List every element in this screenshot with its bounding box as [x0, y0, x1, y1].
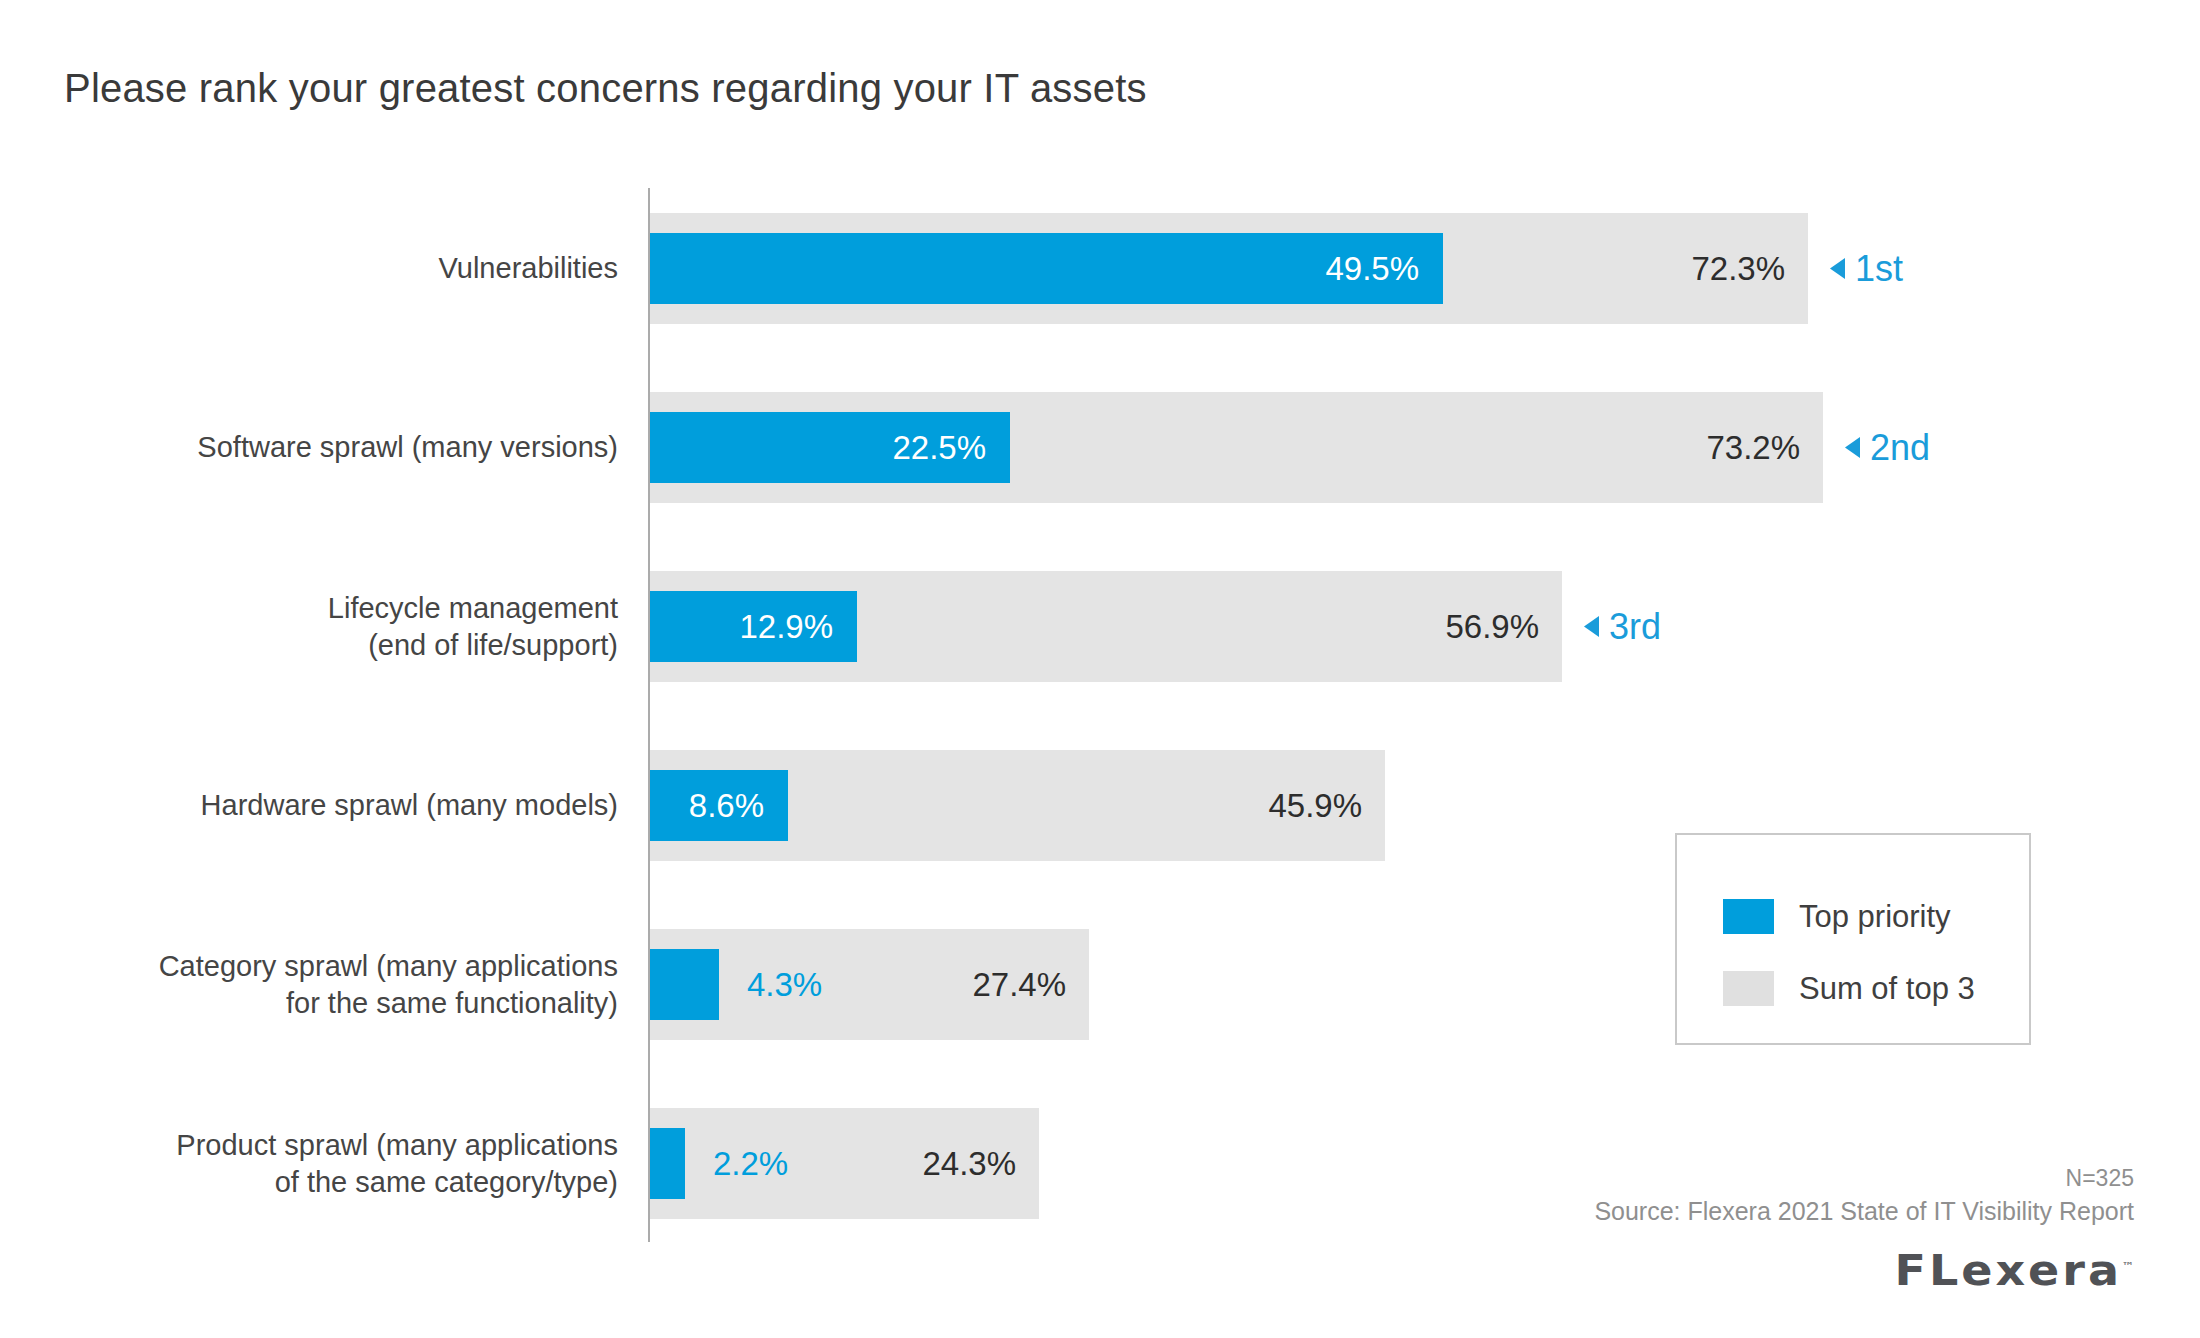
category-label: Product sprawl (many applicationsof the …	[0, 1108, 618, 1219]
category-label: Lifecycle management(end of life/support…	[0, 571, 618, 682]
category-label-line: Lifecycle management	[328, 590, 618, 627]
flexera-logo-text: FLexera	[1894, 1245, 2122, 1295]
category-label-line: Hardware sprawl (many models)	[201, 787, 618, 824]
top-priority-bar	[650, 949, 719, 1020]
category-label-line: of the same category/type)	[275, 1164, 618, 1201]
category-label: Category sprawl (many applicationsfor th…	[0, 929, 618, 1040]
category-label-line: Vulnerabilities	[439, 250, 618, 287]
sum-top3-value: 73.2%	[1706, 392, 1800, 503]
category-label: Software sprawl (many versions)	[0, 392, 618, 503]
rank-label: 3rd	[1584, 571, 1661, 682]
top-priority-bar: 22.5%	[650, 412, 1010, 483]
sample-size-note: N=325	[2066, 1165, 2134, 1192]
y-axis-line	[648, 188, 650, 1242]
category-label: Vulnerabilities	[0, 213, 618, 324]
chart-figure: Please rank your greatest concerns regar…	[0, 0, 2200, 1338]
rank-arrow-icon	[1830, 258, 1845, 279]
rank-label: 1st	[1830, 213, 1903, 324]
category-label: Hardware sprawl (many models)	[0, 750, 618, 861]
legend-swatch-sum-top3	[1723, 971, 1774, 1006]
rank-text: 1st	[1855, 248, 1903, 290]
legend-label: Sum of top 3	[1799, 971, 1975, 1007]
bar-row: Software sprawl (many versions) 73.2% 22…	[0, 392, 2200, 503]
trademark-mark: ™	[2122, 1260, 2134, 1273]
sum-top3-value: 56.9%	[1445, 571, 1539, 682]
top-priority-value: 49.5%	[1325, 233, 1419, 304]
legend-item-sum-top3: Sum of top 3	[1723, 971, 1975, 1006]
top-priority-value: 4.3%	[747, 949, 822, 1020]
legend-item-top-priority: Top priority	[1723, 899, 1951, 934]
top-priority-bar: 12.9%	[650, 591, 857, 662]
sum-top3-value: 27.4%	[972, 929, 1066, 1040]
category-label-line: (end of life/support)	[368, 627, 618, 664]
chart-title: Please rank your greatest concerns regar…	[64, 66, 1147, 111]
rank-arrow-icon	[1845, 437, 1860, 458]
category-label-line: Software sprawl (many versions)	[197, 429, 618, 466]
top-priority-value: 2.2%	[713, 1128, 788, 1199]
category-label-line: Category sprawl (many applications	[159, 948, 618, 985]
category-label-line: Product sprawl (many applications	[176, 1127, 618, 1164]
top-priority-value: 22.5%	[892, 412, 986, 483]
flexera-logo: FLexera™	[1894, 1245, 2134, 1295]
top-priority-value: 8.6%	[689, 770, 764, 841]
rank-label: 2nd	[1845, 392, 1930, 503]
bar-row: Vulnerabilities 72.3% 49.5% 1st	[0, 213, 2200, 324]
sum-top3-value: 45.9%	[1268, 750, 1362, 861]
top-priority-value: 12.9%	[739, 591, 833, 662]
source-note: Source: Flexera 2021 State of IT Visibil…	[1594, 1197, 2134, 1226]
legend-label: Top priority	[1799, 899, 1951, 935]
bar-row: Lifecycle management(end of life/support…	[0, 571, 2200, 682]
sum-top3-bar: 24.3%	[650, 1108, 1039, 1219]
top-priority-bar: 8.6%	[650, 770, 788, 841]
legend-swatch-top-priority	[1723, 899, 1774, 934]
legend: Top priority Sum of top 3	[1675, 833, 2031, 1045]
rank-text: 3rd	[1609, 606, 1661, 648]
category-label-line: for the same functionality)	[286, 985, 618, 1022]
top-priority-bar: 49.5%	[650, 233, 1443, 304]
sum-top3-value: 24.3%	[922, 1108, 1016, 1219]
sum-top3-value: 72.3%	[1691, 213, 1785, 324]
top-priority-bar	[650, 1128, 685, 1199]
rank-arrow-icon	[1584, 616, 1599, 637]
rank-text: 2nd	[1870, 427, 1930, 469]
